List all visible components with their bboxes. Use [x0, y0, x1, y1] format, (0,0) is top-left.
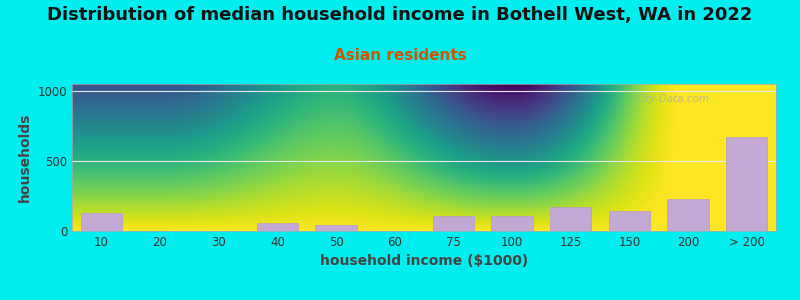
Bar [257, 223, 298, 231]
Bar [491, 216, 533, 231]
Bar [609, 212, 650, 231]
Bar [726, 137, 767, 231]
Bar [667, 199, 709, 231]
Bar [550, 206, 591, 231]
Bar [315, 225, 357, 231]
Bar [81, 213, 122, 231]
Text: Distribution of median household income in Bothell West, WA in 2022: Distribution of median household income … [47, 6, 753, 24]
X-axis label: household income ($1000): household income ($1000) [320, 254, 528, 268]
Bar [433, 216, 474, 231]
Y-axis label: households: households [18, 113, 32, 202]
Text: City-Data.com: City-Data.com [635, 94, 710, 104]
Text: Asian residents: Asian residents [334, 48, 466, 63]
